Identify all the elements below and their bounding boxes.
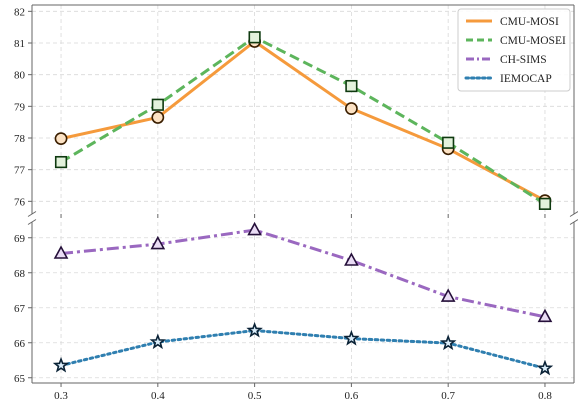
y-tick-label: 81 <box>14 38 25 50</box>
legend-label: CMU-MOSEI <box>500 35 566 47</box>
y-tick-label: 80 <box>14 70 26 82</box>
axis-break-marks <box>27 211 578 225</box>
x-tick-label: 0.6 <box>345 390 359 402</box>
y-tick-label: 82 <box>14 6 25 18</box>
y-tick-label: 76 <box>14 196 26 208</box>
data-point-star <box>149 333 167 350</box>
x-tick-label: 0.5 <box>248 390 262 402</box>
y-tick-label: 68 <box>14 268 26 280</box>
data-point-triangle <box>247 221 262 236</box>
data-point-star <box>343 329 360 346</box>
series-line-ch-sims <box>60 228 546 319</box>
y-tick-label: 65 <box>14 373 26 385</box>
x-tick-label: 0.3 <box>54 390 68 402</box>
y-tick-label: 69 <box>14 233 26 245</box>
series-line-cmu-mosi <box>60 39 546 203</box>
data-point-star <box>246 321 263 338</box>
data-point-square <box>248 31 261 44</box>
legend-label: IEMOCAP <box>500 73 552 85</box>
y-tick-label: 67 <box>14 303 26 315</box>
data-point-square <box>151 98 164 111</box>
legend: CMU-MOSI CMU-MOSEI CH-SIMS IEMOCAP <box>457 8 571 92</box>
break-mark <box>569 219 578 225</box>
break-mark <box>27 211 37 217</box>
series-line-cmu-mosei <box>60 35 546 206</box>
legend-label: CH-SIMS <box>500 54 547 66</box>
data-point-square <box>442 136 455 149</box>
data-point-circle <box>344 102 358 115</box>
data-point-star <box>536 359 554 376</box>
lower-panel: 65 66 67 68 69 0.3 0.4 0.5 0.6 0.7 0.8 <box>14 221 575 402</box>
y-tick-label: 77 <box>14 165 26 177</box>
data-point-star <box>52 356 70 373</box>
data-point-triangle <box>537 308 553 323</box>
series-line-iemocap <box>59 329 547 370</box>
data-point-square <box>54 155 68 169</box>
break-mark <box>569 211 578 217</box>
legend-frame <box>457 8 571 92</box>
y-tick-label: 79 <box>14 101 26 113</box>
data-point-square <box>345 79 358 93</box>
y-tick-label: 78 <box>14 133 26 145</box>
data-point-triangle <box>344 252 359 266</box>
break-mark <box>27 219 37 225</box>
data-point-circle <box>151 111 165 124</box>
data-point-triangle <box>150 235 166 250</box>
legend-label: CMU-MOSI <box>500 16 559 28</box>
x-tick-label: 0.8 <box>538 390 552 402</box>
data-point-triangle <box>440 288 456 302</box>
data-point-circle <box>54 132 68 146</box>
y-tick-label: 66 <box>14 338 26 350</box>
data-point-star <box>439 334 457 351</box>
x-tick-label: 0.4 <box>151 390 165 402</box>
x-tick-label: 0.7 <box>441 390 455 402</box>
data-point-square <box>538 197 552 210</box>
data-point-triangle <box>53 245 69 259</box>
